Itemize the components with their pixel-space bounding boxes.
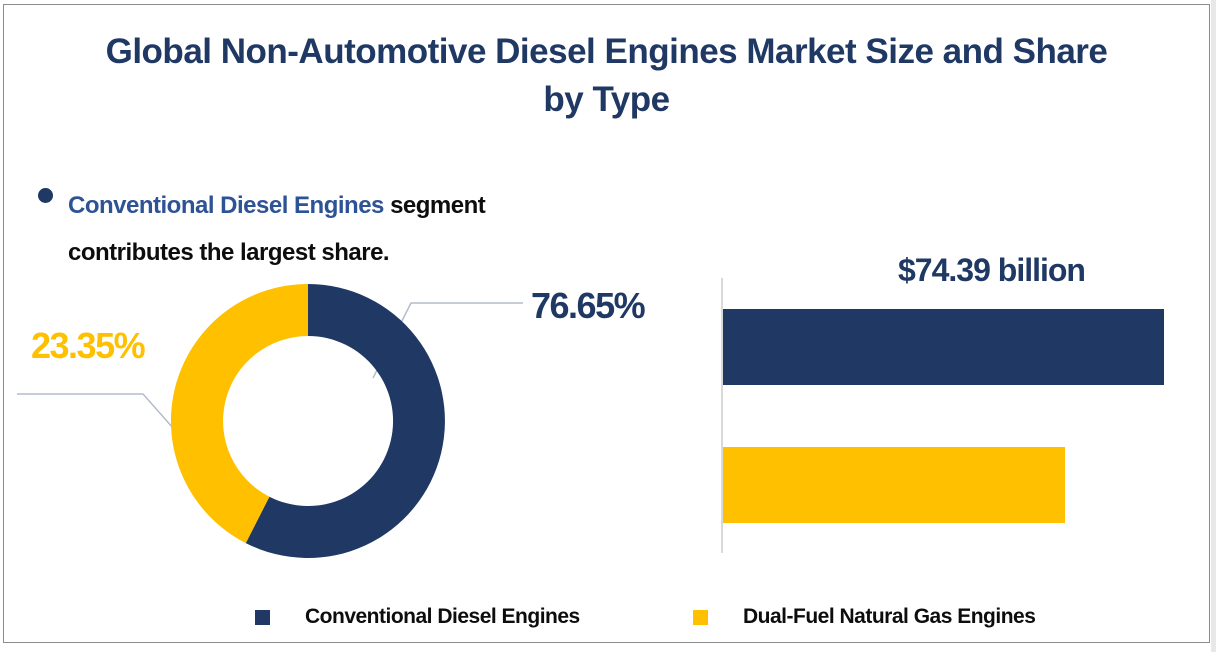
insight-highlight: Conventional Diesel Engines — [68, 192, 384, 219]
legend-label-conventional: Conventional Diesel Engines — [305, 605, 580, 628]
legend-swatch-navy-icon — [255, 609, 270, 625]
insight-text: Conventional Diesel Engines segment cont… — [68, 182, 588, 276]
bullet-icon — [38, 188, 53, 203]
legend-label-dual-fuel: Dual-Fuel Natural Gas Engines — [743, 605, 1036, 628]
insight-line2: contributes the largest share. — [68, 239, 390, 266]
insight-line1: Conventional Diesel Engines segment — [68, 182, 588, 229]
bar-dual-fuel — [723, 447, 1065, 523]
bar-chart-axis — [721, 278, 723, 553]
donut-label-conventional: 76.65% — [531, 285, 646, 326]
bar-conventional-diesel — [723, 309, 1164, 385]
chart-title: Global Non-Automotive Diesel Engines Mar… — [0, 28, 1213, 124]
slide-frame — [3, 4, 1210, 643]
donut-label-dual-fuel: 23.35% — [31, 325, 146, 366]
insight-rest: segment — [383, 192, 486, 219]
donut-chart — [170, 284, 445, 558]
chart-title-line1: Global Non-Automotive Diesel Engines Mar… — [105, 32, 1108, 71]
legend-item-conventional: Conventional Diesel Engines — [255, 605, 580, 628]
page-edge-strip — [1211, 0, 1216, 652]
legend-swatch-gold-icon — [693, 609, 708, 625]
legend-item-dual-fuel: Dual-Fuel Natural Gas Engines — [693, 605, 1036, 628]
chart-title-line2: by Type — [543, 80, 670, 119]
donut-segment-dual-fuel-natural-gas-engines — [170, 284, 308, 544]
bar-value-label: $74.39 billion — [898, 252, 1086, 288]
donut-segment-conventional-diesel-engines — [245, 284, 445, 558]
